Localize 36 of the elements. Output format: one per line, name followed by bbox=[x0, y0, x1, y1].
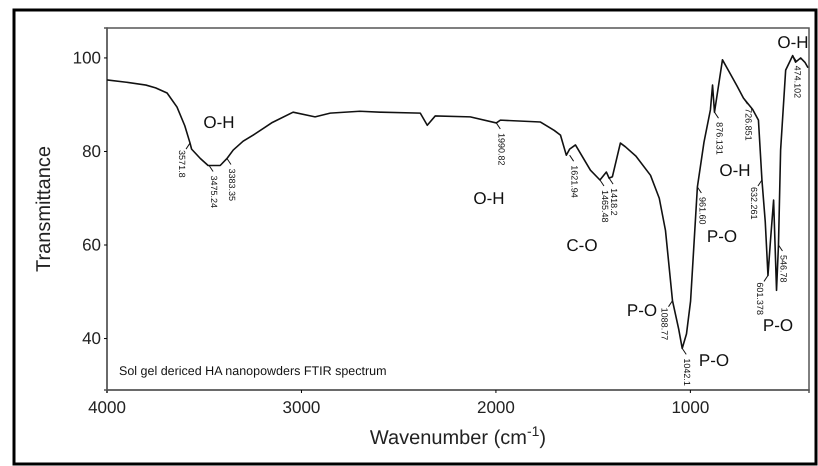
annotation: 632.261 bbox=[748, 187, 759, 220]
annotation: 1418.2 bbox=[609, 188, 620, 216]
annotation: 876.131 bbox=[714, 122, 724, 155]
annotation: P-O bbox=[698, 351, 730, 370]
y-tick-label: 100 bbox=[72, 48, 101, 68]
annotation: P-O bbox=[762, 316, 794, 336]
x-tick-label: 4000 bbox=[88, 398, 126, 417]
x-tick-label: 3000 bbox=[282, 398, 320, 417]
annotation: P-O bbox=[706, 227, 738, 246]
annotation: 1042.1 bbox=[682, 358, 692, 386]
annotation: 1990.82 bbox=[496, 132, 506, 166]
annotation: 474.102 bbox=[792, 66, 803, 98]
y-tick-label: 80 bbox=[82, 142, 101, 161]
x-axis-title: Wavenumber (cm$^{-1}$) bbox=[370, 423, 546, 449]
annotation: O-H bbox=[203, 113, 235, 132]
annotation: 3383.35 bbox=[226, 168, 237, 202]
annotation: 601.378 bbox=[754, 282, 765, 315]
annotation: P-O bbox=[626, 301, 658, 320]
annotation: 3475.24 bbox=[209, 176, 220, 208]
annotation: 546.78 bbox=[778, 255, 788, 283]
annotation: O-H bbox=[473, 189, 505, 208]
annotation: 726.851 bbox=[743, 108, 754, 141]
x-tick-label: 1000 bbox=[671, 398, 710, 417]
annotation: Sol gel dericed HA nanopowders FTIR spectrum bbox=[119, 364, 386, 378]
annotation: 961.60 bbox=[697, 197, 708, 225]
annotation: 1621.94 bbox=[570, 165, 580, 198]
annotation: C-O bbox=[566, 236, 598, 256]
annotation: 1465.48 bbox=[600, 190, 610, 223]
annotation: 1088.77 bbox=[659, 308, 670, 340]
x-tick-label: 2000 bbox=[477, 398, 515, 417]
y-axis-title: Transmittance bbox=[33, 146, 55, 272]
y-tick-label: 40 bbox=[82, 328, 101, 348]
y-tick-label: 60 bbox=[82, 235, 101, 254]
annotation: O-H bbox=[719, 161, 751, 180]
annotation: O-H bbox=[777, 33, 809, 52]
annotation: 3571.8 bbox=[177, 150, 188, 178]
